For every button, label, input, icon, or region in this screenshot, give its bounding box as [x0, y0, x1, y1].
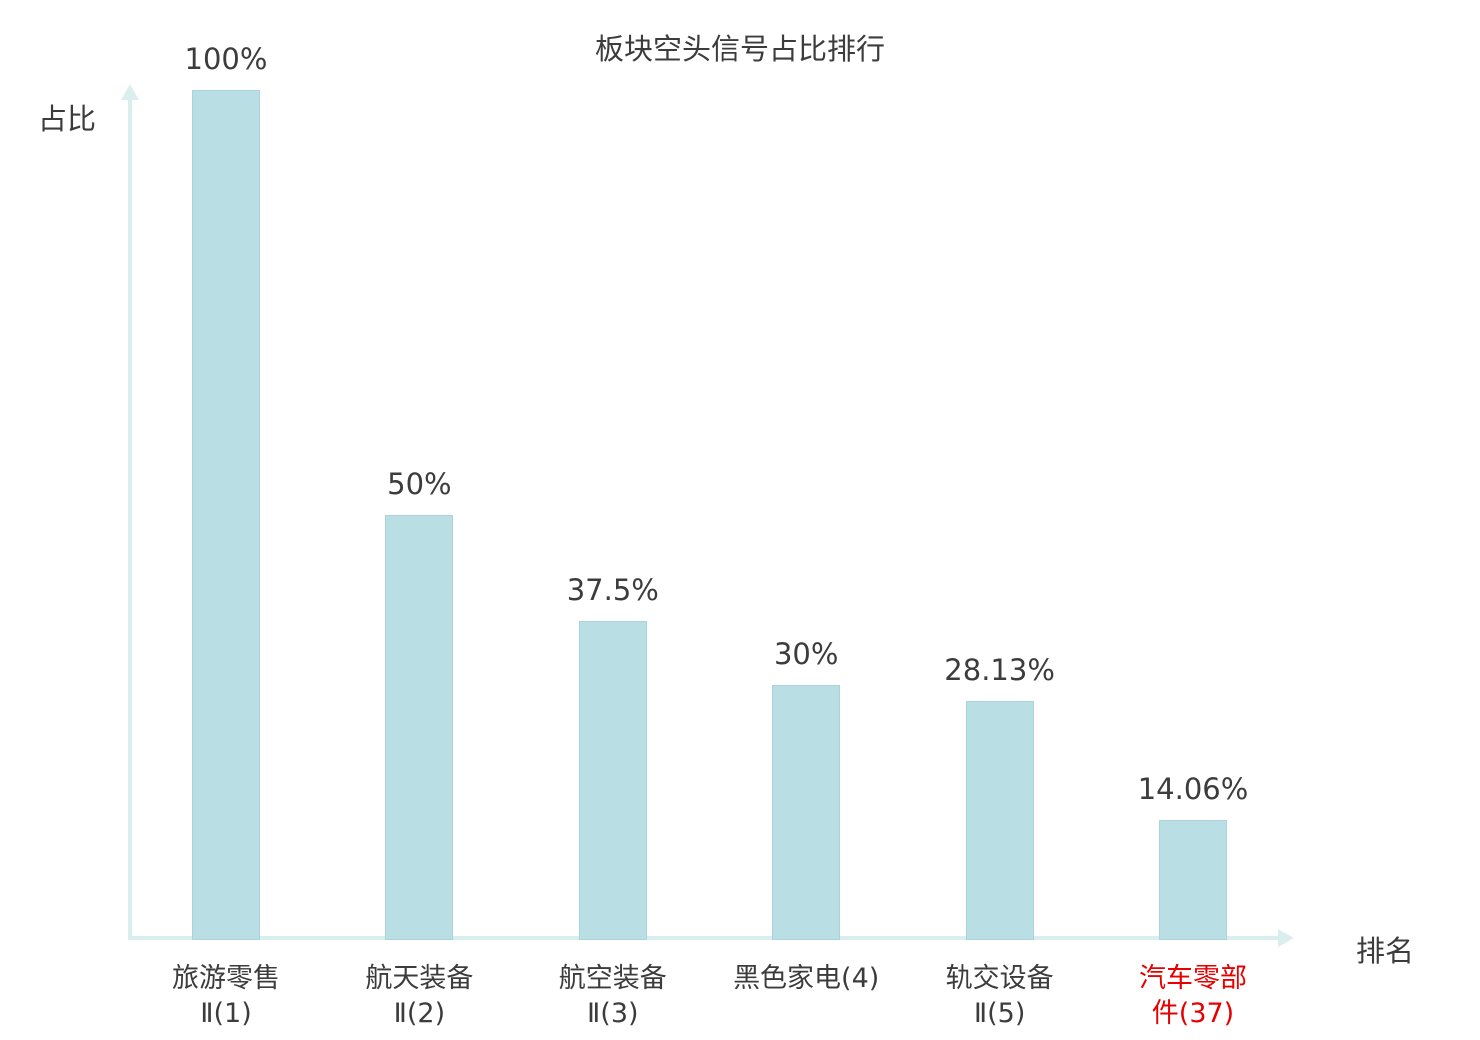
y-axis-arrow-icon [121, 84, 139, 100]
bar-value-label: 28.13% [944, 652, 1055, 687]
x-axis-label: 排名 [1356, 934, 1415, 968]
bar [965, 700, 1034, 940]
bar-value-label: 14.06% [1137, 772, 1249, 807]
bar-value-label: 30% [773, 637, 839, 671]
y-axis [128, 98, 132, 940]
category-label: 黑色家电(4) [733, 963, 880, 994]
category-label: 航天装备 Ⅱ(2) [365, 963, 474, 1029]
x-axis [128, 936, 1280, 940]
bar [192, 90, 260, 940]
category-label: 航空装备 Ⅱ(3) [558, 963, 667, 1029]
x-axis-arrow-icon [1278, 929, 1294, 947]
bar [1159, 820, 1227, 940]
category-label: 汽车零部 件(37) [1139, 963, 1247, 1029]
bar [385, 515, 454, 940]
bar [772, 685, 841, 940]
y-axis-label: 占比 [38, 102, 97, 136]
category-label: 旅游零售 Ⅱ(1) [172, 963, 280, 1029]
bar-value-label: 37.5% [566, 573, 659, 608]
category-label: 轨交设备 Ⅱ(5) [945, 963, 1054, 1029]
bar-value-label: 50% [387, 467, 452, 501]
chart-title: 板块空头信号占比排行 [594, 32, 885, 66]
bar-value-label: 100% [184, 42, 268, 76]
bar [578, 621, 647, 940]
